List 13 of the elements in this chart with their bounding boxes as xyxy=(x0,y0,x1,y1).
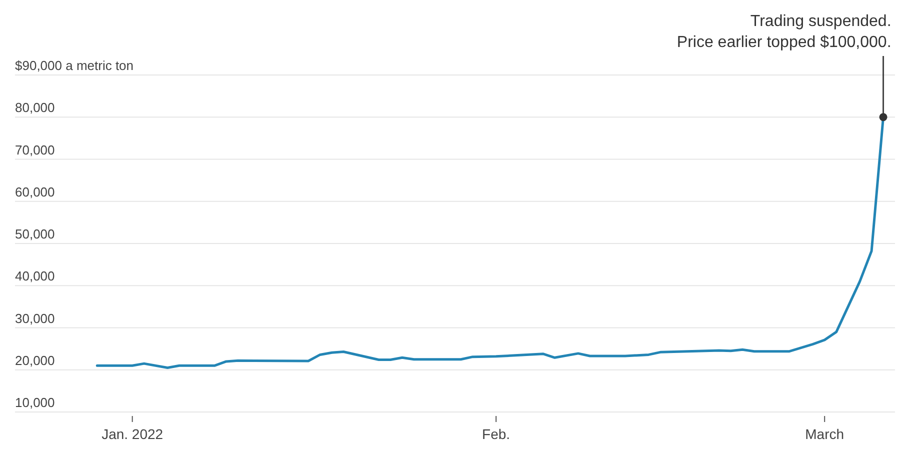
y-tick-label: $90,000 a metric ton xyxy=(15,58,134,73)
x-tick-label: Jan. 2022 xyxy=(102,426,164,442)
y-tick-label: 50,000 xyxy=(15,226,55,242)
y-tick-label: 80,000 xyxy=(15,100,55,116)
y-tick-label: 60,000 xyxy=(15,184,55,200)
y-tick-label: 40,000 xyxy=(15,268,55,284)
annotation: Trading suspended. Price earlier topped $100,000. xyxy=(676,13,892,51)
x-tick-label: March xyxy=(805,426,844,442)
y-tick-label: 10,000 xyxy=(15,395,55,410)
x-tick-label: Feb. xyxy=(482,426,510,442)
y-tick-label: 20,000 xyxy=(15,352,55,368)
y-tick-label: 30,000 xyxy=(15,310,55,326)
y-tick-label: 70,000 xyxy=(15,142,55,158)
